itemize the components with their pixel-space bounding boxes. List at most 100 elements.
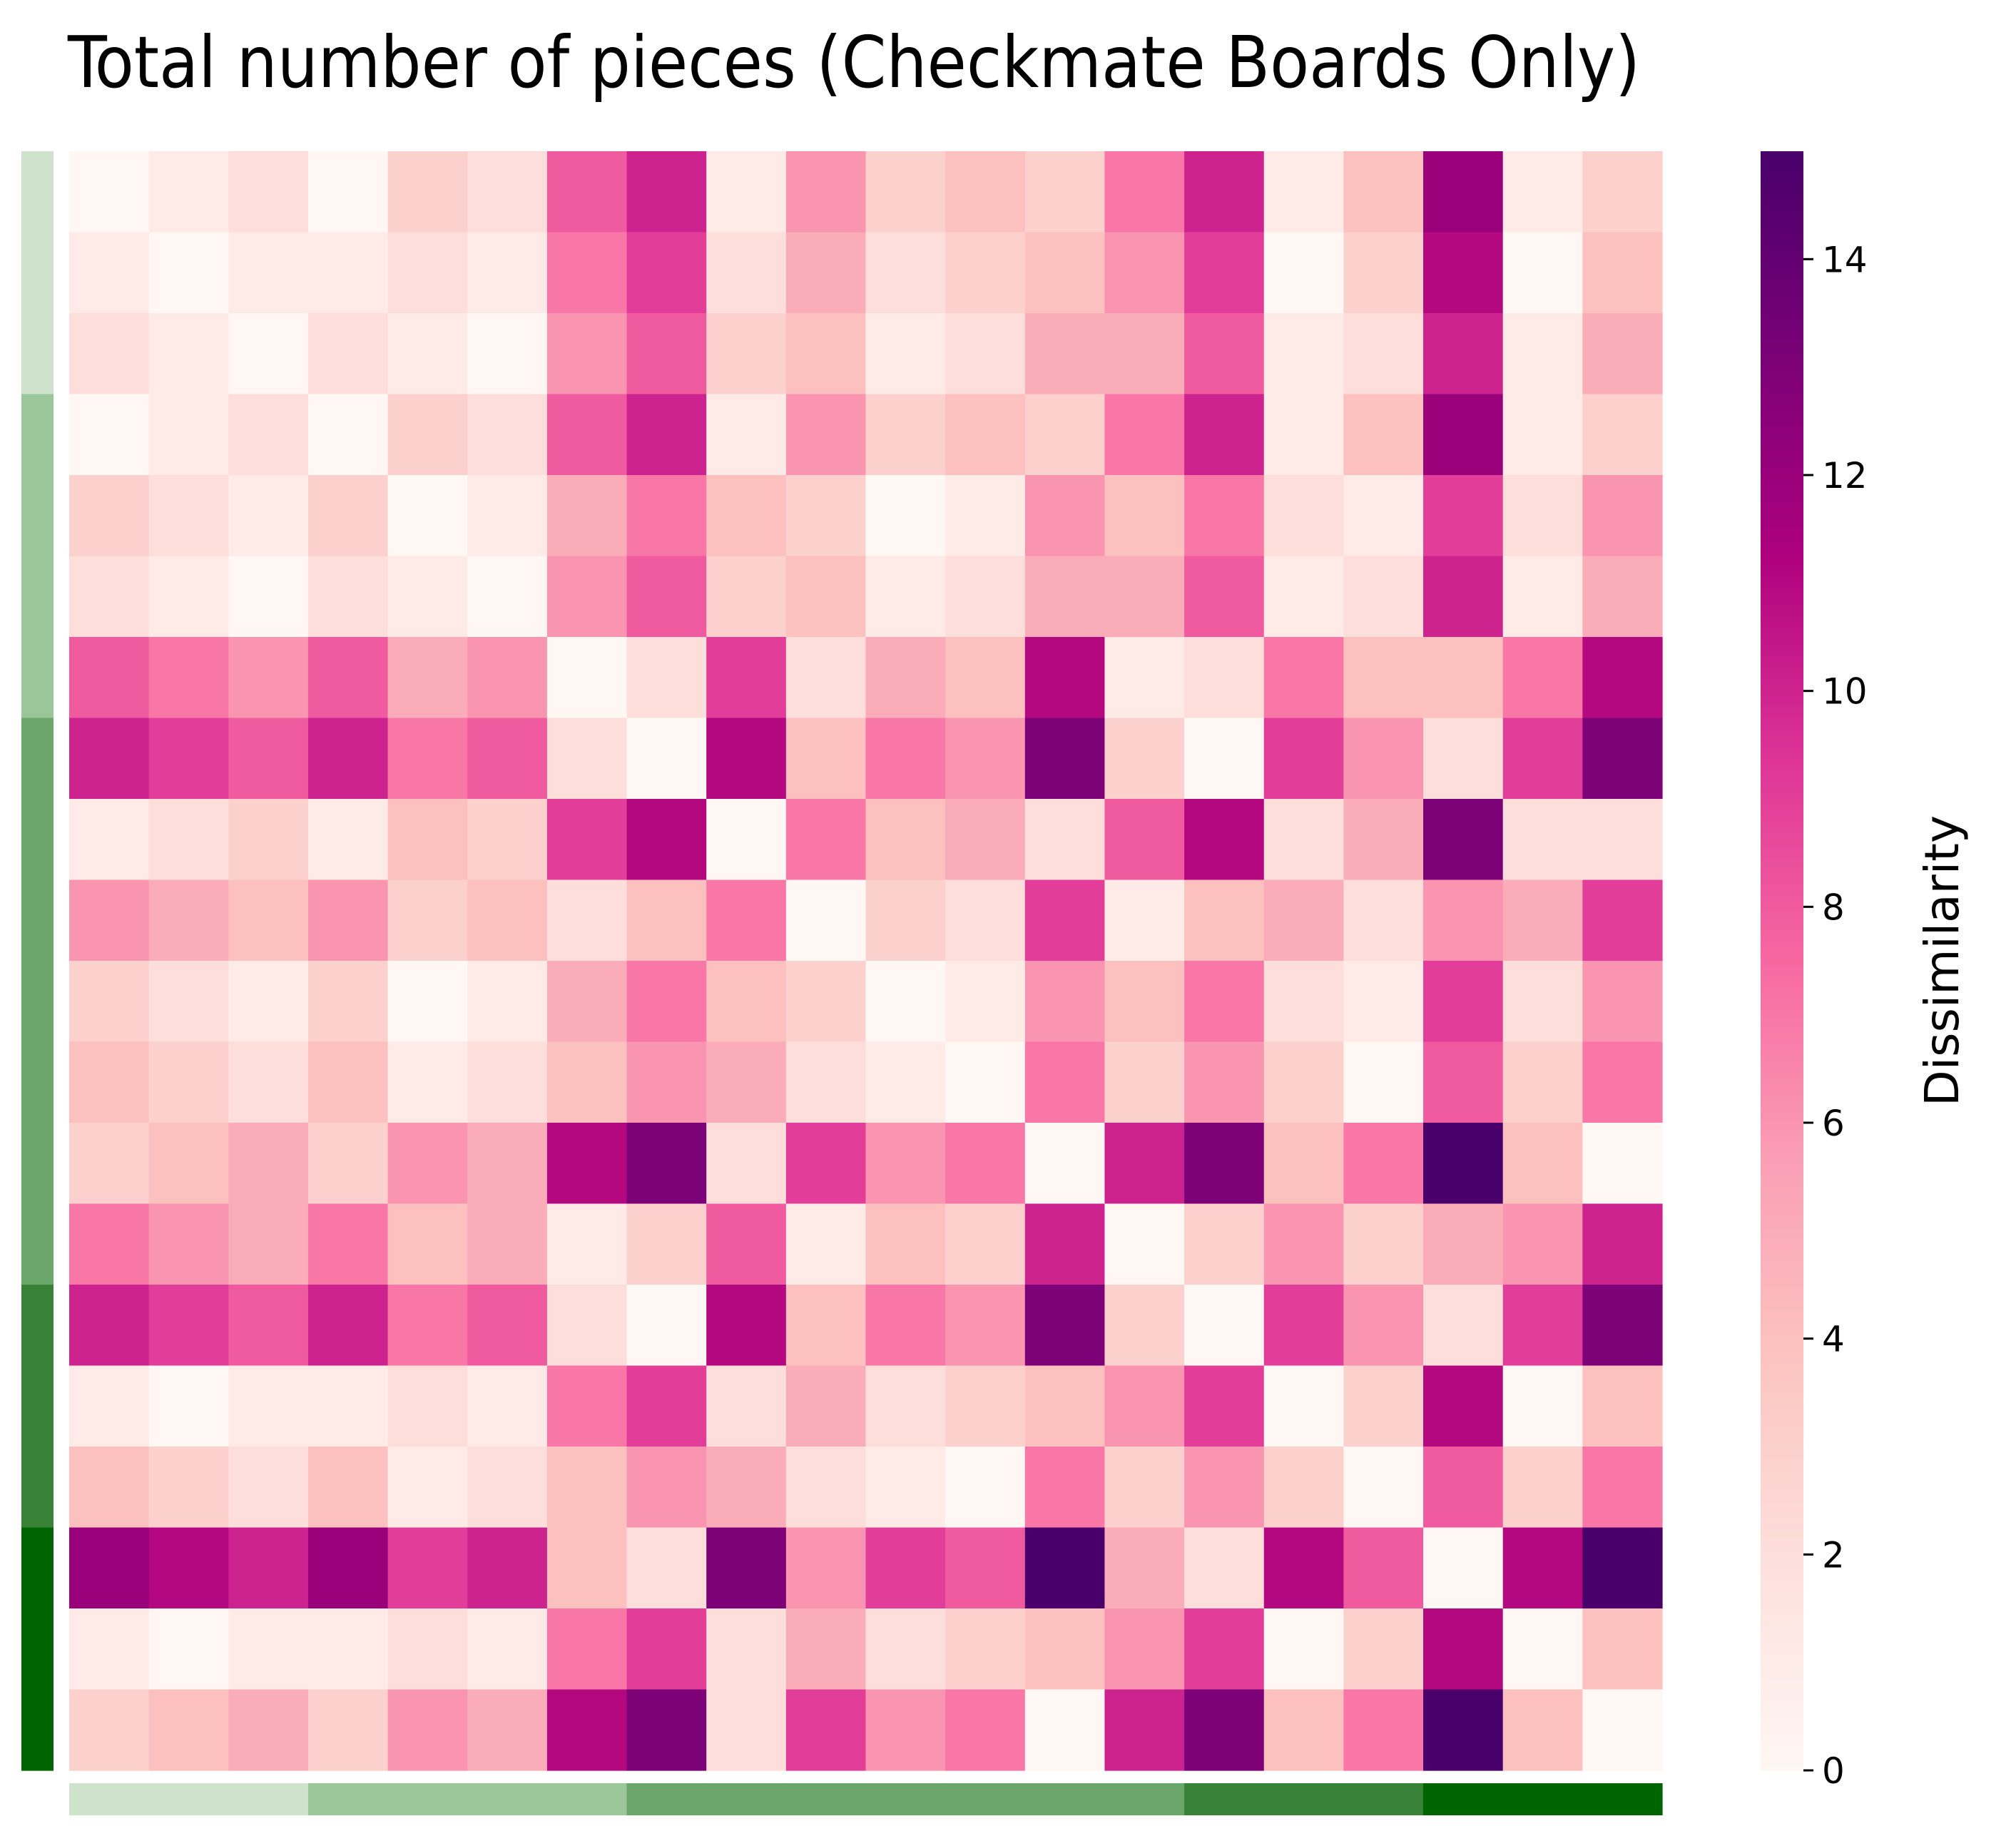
column-color-16 [1343, 1783, 1424, 1815]
heatmap-cell-r12-c3 [307, 1123, 389, 1205]
heatmap-cell-r0-c4 [387, 151, 468, 233]
row-color-7 [21, 718, 54, 800]
heatmap-cell-r18-c12 [1024, 1608, 1106, 1690]
heatmap-cell-r8-c16 [1343, 799, 1424, 881]
heatmap-cell-r14-c5 [467, 1285, 548, 1367]
heatmap-cell-r13-c2 [228, 1203, 309, 1285]
heatmap-cell-r13-c11 [945, 1203, 1026, 1285]
heatmap-cell-r19-c16 [1343, 1689, 1424, 1771]
heatmap-cell-r16-c13 [1104, 1447, 1185, 1529]
heatmap-cell-r9-c1 [148, 879, 229, 962]
heatmap-cell-r8-c1 [148, 799, 229, 881]
heatmap-cell-r2-c18 [1502, 313, 1583, 395]
heatmap-cell-r4-c16 [1343, 475, 1424, 557]
heatmap-cell-r5-c10 [865, 556, 946, 638]
heatmap-cell-r12-c5 [467, 1123, 548, 1205]
heatmap-cell-r13-c13 [1104, 1203, 1185, 1285]
heatmap-cell-r13-c3 [307, 1203, 389, 1285]
heatmap-cell-r19-c2 [228, 1689, 309, 1771]
row-color-8 [21, 799, 54, 881]
heatmap-cell-r11-c9 [785, 1041, 867, 1123]
heatmap-cell-r16-c19 [1582, 1447, 1663, 1529]
heatmap-cell-r8-c18 [1502, 799, 1583, 881]
heatmap-cell-r14-c3 [307, 1285, 389, 1367]
heatmap-cell-r8-c14 [1184, 799, 1265, 881]
heatmap-cell-r8-c9 [785, 799, 867, 881]
heatmap-cell-r5-c6 [546, 556, 628, 638]
column-color-3 [307, 1783, 389, 1815]
heatmap-cell-r14-c7 [626, 1285, 707, 1367]
heatmap-cell-r14-c13 [1104, 1285, 1185, 1367]
heatmap-cell-r7-c6 [546, 718, 628, 800]
heatmap-cell-r13-c6 [546, 1203, 628, 1285]
heatmap-cell-r13-c5 [467, 1203, 548, 1285]
heatmap-cell-r9-c2 [228, 879, 309, 962]
heatmap-cell-r1-c4 [387, 232, 468, 314]
heatmap-cell-r7-c17 [1423, 718, 1504, 800]
row-color-0 [21, 151, 54, 233]
heatmap-cell-r3-c12 [1024, 394, 1106, 476]
heatmap-cell-r17-c14 [1184, 1527, 1265, 1609]
heatmap-cell-r1-c9 [785, 232, 867, 314]
heatmap-cell-r16-c18 [1502, 1447, 1583, 1529]
heatmap-cell-r15-c16 [1343, 1365, 1424, 1447]
heatmap-cell-r6-c15 [1263, 637, 1344, 719]
heatmap-cell-r17-c2 [228, 1527, 309, 1609]
heatmap-cell-r9-c17 [1423, 879, 1504, 962]
heatmap-cell-r14-c19 [1582, 1285, 1663, 1367]
heatmap-cell-r10-c0 [69, 961, 150, 1043]
heatmap-cell-r5-c16 [1343, 556, 1424, 638]
heatmap-cell-r8-c13 [1104, 799, 1185, 881]
heatmap-cell-r2-c19 [1582, 313, 1663, 395]
heatmap-cell-r17-c1 [148, 1527, 229, 1609]
heatmap-cell-r18-c13 [1104, 1608, 1185, 1690]
heatmap-cell-r5-c12 [1024, 556, 1106, 638]
heatmap-cell-r0-c16 [1343, 151, 1424, 233]
heatmap-cell-r16-c2 [228, 1447, 309, 1529]
heatmap-cell-r9-c14 [1184, 879, 1265, 962]
heatmap-cell-r0-c6 [546, 151, 628, 233]
heatmap-cell-r8-c4 [387, 799, 468, 881]
heatmap-cell-r12-c7 [626, 1123, 707, 1205]
heatmap-cell-r1-c3 [307, 232, 389, 314]
row-color-17 [21, 1527, 54, 1609]
heatmap-cell-r15-c4 [387, 1365, 468, 1447]
heatmap-cell-r2-c4 [387, 313, 468, 395]
heatmap-cell-r10-c1 [148, 961, 229, 1043]
row-color-11 [21, 1041, 54, 1123]
heatmap-cell-r17-c15 [1263, 1527, 1344, 1609]
colorbar-ticks: 0 2 4 6 8 10 12 14 [1803, 239, 1868, 1792]
heatmap-cell-r7-c0 [69, 718, 150, 800]
heatmap-cell-r0-c13 [1104, 151, 1185, 233]
heatmap-cell-r18-c15 [1263, 1608, 1344, 1690]
heatmap-cell-r10-c9 [785, 961, 867, 1043]
colorbar-tick-label-6: 6 [1822, 1103, 1845, 1144]
column-color-12 [1024, 1783, 1106, 1815]
heatmap-cell-r10-c13 [1104, 961, 1185, 1043]
heatmap-cell-r2-c13 [1104, 313, 1185, 395]
heatmap-cell-r16-c14 [1184, 1447, 1265, 1529]
heatmap-cell-r14-c12 [1024, 1285, 1106, 1367]
heatmap-cell-r18-c17 [1423, 1608, 1504, 1690]
heatmap-cell-r2-c6 [546, 313, 628, 395]
heatmap-cell-r6-c9 [785, 637, 867, 719]
heatmap-cell-r9-c19 [1582, 879, 1663, 962]
heatmap-cell-r13-c4 [387, 1203, 468, 1285]
heatmap-cell-r12-c2 [228, 1123, 309, 1205]
heatmap-cell-r17-c7 [626, 1527, 707, 1609]
heatmap-cell-r2-c9 [785, 313, 867, 395]
heatmap-cell-r11-c18 [1502, 1041, 1583, 1123]
heatmap-cell-r18-c6 [546, 1608, 628, 1690]
heatmap-cell-r14-c9 [785, 1285, 867, 1367]
heatmap-cell-r11-c0 [69, 1041, 150, 1123]
heatmap-cell-r5-c4 [387, 556, 468, 638]
heatmap-cell-r4-c0 [69, 475, 150, 557]
heatmap-cell-r12-c0 [69, 1123, 150, 1205]
heatmap-cell-r16-c5 [467, 1447, 548, 1529]
heatmap-cell-r11-c16 [1343, 1041, 1424, 1123]
heatmap-cell-r9-c8 [706, 879, 787, 962]
heatmap-cell-r3-c9 [785, 394, 867, 476]
heatmap-cell-r5-c1 [148, 556, 229, 638]
heatmap-cell-r0-c15 [1263, 151, 1344, 233]
